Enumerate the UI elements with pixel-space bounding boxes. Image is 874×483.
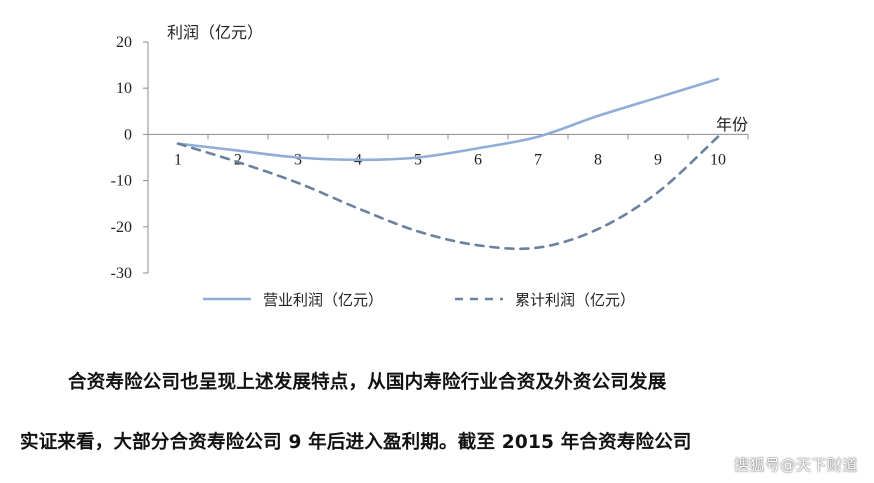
x-tick-label: 7 (534, 151, 542, 168)
legend-label-1: 营业利润（亿元） (263, 291, 383, 309)
x-tick-label: 5 (414, 151, 422, 168)
x-tick-label: 9 (654, 151, 662, 168)
paragraph-line-2: 实证来看，大部分合资寿险公司 9 年后进入盈利期。截至 2015 年合资寿险公司 (20, 432, 692, 453)
y-tick-label: -30 (111, 265, 132, 282)
watermark: 搜狐号@天下财道 (733, 456, 858, 474)
y-tick-label: 10 (116, 80, 132, 97)
x-tick-label: 3 (294, 151, 302, 168)
y-tick-label: 20 (116, 34, 132, 51)
y-tick-label: 0 (124, 126, 132, 143)
y-tick-label: -10 (111, 173, 132, 190)
series-line-2 (176, 135, 720, 251)
paragraph-line-1: 合资寿险公司也呈现上述发展特点，从国内寿险行业合资及外资公司发展 (68, 372, 667, 393)
x-tick-label: 1 (174, 151, 182, 168)
y-axis-title: 利润（亿元） (167, 23, 263, 42)
x-axis-title: 年份 (716, 115, 748, 134)
series-line-1 (176, 77, 720, 162)
legend: 营业利润（亿元） 累计利润（亿元） (203, 291, 635, 309)
series-lines (176, 77, 720, 251)
x-tick-label: 2 (234, 151, 242, 168)
legend-label-2: 累计利润（亿元） (515, 291, 635, 309)
x-tick-label: 10 (710, 151, 726, 168)
y-axis: 20 10 0 -10 -20 -30 (111, 34, 149, 282)
y-tick-label: -20 (111, 219, 132, 236)
x-tick-label: 8 (594, 151, 602, 168)
x-tick-label: 6 (474, 151, 482, 168)
